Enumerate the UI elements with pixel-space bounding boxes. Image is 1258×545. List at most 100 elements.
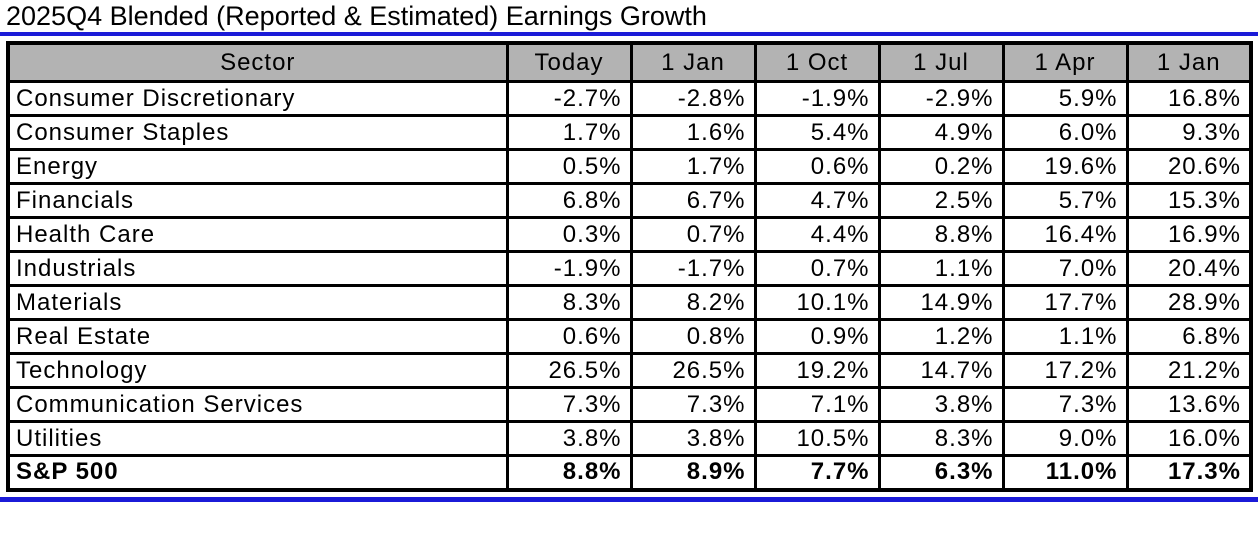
table-row: Consumer Discretionary -2.7% -2.8% -1.9% -2.… (6, 80, 1253, 117)
value-cell: 7.7% (753, 454, 881, 491)
value-cell: 16.9% (1125, 216, 1253, 253)
value-cell: 0.5% (505, 148, 633, 185)
value-cell: 2.5% (877, 182, 1005, 219)
value-cell: 1.1% (877, 250, 1005, 287)
sector-cell: Materials (6, 284, 509, 321)
table-row: Materials 8.3% 8.2% 10.1% 14.9% 17.7% 28.9% (6, 284, 1253, 321)
value-cell: 0.8% (629, 318, 757, 355)
sector-cell: Industrials (6, 250, 509, 287)
value-cell: 19.6% (1001, 148, 1129, 185)
value-cell: 8.3% (505, 284, 633, 321)
sector-cell: Health Care (6, 216, 509, 253)
value-cell: 1.7% (505, 114, 633, 151)
sector-cell: Financials (6, 182, 509, 219)
value-cell: -2.9% (877, 80, 1005, 117)
value-cell: 6.3% (877, 454, 1005, 491)
value-cell: 20.6% (1125, 148, 1253, 185)
table-row: Health Care 0.3% 0.7% 4.4% 8.8% 16.4% 16.9% (6, 216, 1253, 253)
value-cell: 16.4% (1001, 216, 1129, 253)
table-row: Consumer Staples 1.7% 1.6% 5.4% 4.9% 6.0% 9.3% (6, 114, 1253, 151)
value-cell: 7.0% (1001, 250, 1129, 287)
value-cell: 7.1% (753, 386, 881, 423)
value-cell: 11.0% (1001, 454, 1129, 491)
value-cell: 1.2% (877, 318, 1005, 355)
value-cell: 26.5% (505, 352, 633, 389)
value-cell: -1.9% (753, 80, 881, 117)
table-row: Energy 0.5% 1.7% 0.6% 0.2% 19.6% 20.6% (6, 148, 1253, 185)
value-cell: 3.8% (877, 386, 1005, 423)
value-cell: 6.8% (1125, 318, 1253, 355)
value-cell: 0.6% (753, 148, 881, 185)
value-cell: 8.3% (877, 420, 1005, 457)
value-cell: 15.3% (1125, 182, 1253, 219)
value-cell: 8.9% (629, 454, 757, 491)
table-row: S&P 500 8.8% 8.9% 7.7% 6.3% 11.0% 17.3% (6, 454, 1253, 491)
value-cell: 28.9% (1125, 284, 1253, 321)
table-row: Utilities 3.8% 3.8% 10.5% 8.3% 9.0% 16.0% (6, 420, 1253, 457)
value-cell: 1.7% (629, 148, 757, 185)
value-cell: 21.2% (1125, 352, 1253, 389)
bottom-rule (0, 496, 1258, 502)
value-cell: 5.9% (1001, 80, 1129, 117)
sector-cell: Real Estate (6, 318, 509, 355)
value-cell: 10.1% (753, 284, 881, 321)
title-underline-rule (0, 32, 1258, 36)
value-cell: 7.3% (505, 386, 633, 423)
value-cell: 0.7% (753, 250, 881, 287)
sector-cell: Technology (6, 352, 509, 389)
value-cell: 0.2% (877, 148, 1005, 185)
column-header-1jan-prev: 1 Jan (1125, 41, 1253, 83)
table-row: Real Estate 0.6% 0.8% 0.9% 1.2% 1.1% 6.8% (6, 318, 1253, 355)
sector-cell: Energy (6, 148, 509, 185)
value-cell: 4.7% (753, 182, 881, 219)
value-cell: 6.8% (505, 182, 633, 219)
column-header-sector: Sector (6, 41, 509, 83)
value-cell: 3.8% (505, 420, 633, 457)
table-row: Industrials -1.9% -1.7% 0.7% 1.1% 7.0% 20.4% (6, 250, 1253, 287)
column-header-1jan: 1 Jan (629, 41, 757, 83)
value-cell: 6.0% (1001, 114, 1129, 151)
value-cell: 0.3% (505, 216, 633, 253)
table-row: Technology 26.5% 26.5% 19.2% 14.7% 17.2% 21.2% (6, 352, 1253, 389)
sector-cell: Consumer Discretionary (6, 80, 509, 117)
value-cell: 8.2% (629, 284, 757, 321)
value-cell: 13.6% (1125, 386, 1253, 423)
sector-cell: Utilities (6, 420, 509, 457)
value-cell: 1.1% (1001, 318, 1129, 355)
value-cell: -1.7% (629, 250, 757, 287)
value-cell: 10.5% (753, 420, 881, 457)
column-header-1jul: 1 Jul (877, 41, 1005, 83)
value-cell: -2.7% (505, 80, 633, 117)
value-cell: 0.6% (505, 318, 633, 355)
value-cell: 9.3% (1125, 114, 1253, 151)
value-cell: -1.9% (505, 250, 633, 287)
value-cell: 8.8% (505, 454, 633, 491)
table-body: Consumer Discretionary -2.7% -2.8% -1.9% -2.… (6, 80, 1253, 491)
value-cell: 19.2% (753, 352, 881, 389)
value-cell: 0.7% (629, 216, 757, 253)
column-header-1apr: 1 Apr (1001, 41, 1129, 83)
value-cell: 14.9% (877, 284, 1005, 321)
value-cell: 17.3% (1125, 454, 1253, 491)
value-cell: 1.6% (629, 114, 757, 151)
value-cell: 8.8% (877, 216, 1005, 253)
value-cell: -2.8% (629, 80, 757, 117)
sector-cell: Communication Services (6, 386, 509, 423)
page-title: 2025Q4 Blended (Reported & Estimated) Ea… (6, 1, 707, 31)
value-cell: 7.3% (1001, 386, 1129, 423)
value-cell: 17.7% (1001, 284, 1129, 321)
value-cell: 5.4% (753, 114, 881, 151)
value-cell: 4.9% (877, 114, 1005, 151)
value-cell: 4.4% (753, 216, 881, 253)
earnings-growth-table: Sector Today 1 Jan 1 Oct 1 Jul 1 Apr 1 J… (6, 41, 1253, 492)
table-row: Communication Services 7.3% 7.3% 7.1% 3.8% 7.… (6, 386, 1253, 423)
value-cell: 14.7% (877, 352, 1005, 389)
value-cell: 20.4% (1125, 250, 1253, 287)
value-cell: 16.0% (1125, 420, 1253, 457)
value-cell: 17.2% (1001, 352, 1129, 389)
value-cell: 9.0% (1001, 420, 1129, 457)
value-cell: 5.7% (1001, 182, 1129, 219)
value-cell: 3.8% (629, 420, 757, 457)
table-row: Financials 6.8% 6.7% 4.7% 2.5% 5.7% 15.3% (6, 182, 1253, 219)
column-header-today: Today (505, 41, 633, 83)
